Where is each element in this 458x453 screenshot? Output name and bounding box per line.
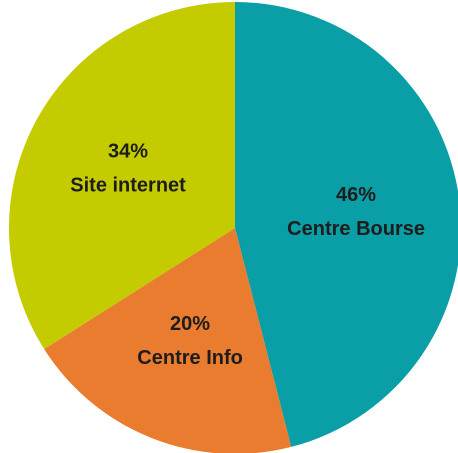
slice-value-label: 34% <box>108 140 148 162</box>
slice-category-label: Site internet <box>70 174 186 196</box>
pie-slice <box>44 228 292 453</box>
pie-slice <box>8 2 235 350</box>
slice-value-label: 20% <box>170 313 210 335</box>
pie-slice <box>235 2 458 447</box>
slice-category-label: Centre Bourse <box>287 218 425 240</box>
slice-category-label: Centre Info <box>137 347 243 369</box>
slice-value-label: 46% <box>336 184 376 206</box>
